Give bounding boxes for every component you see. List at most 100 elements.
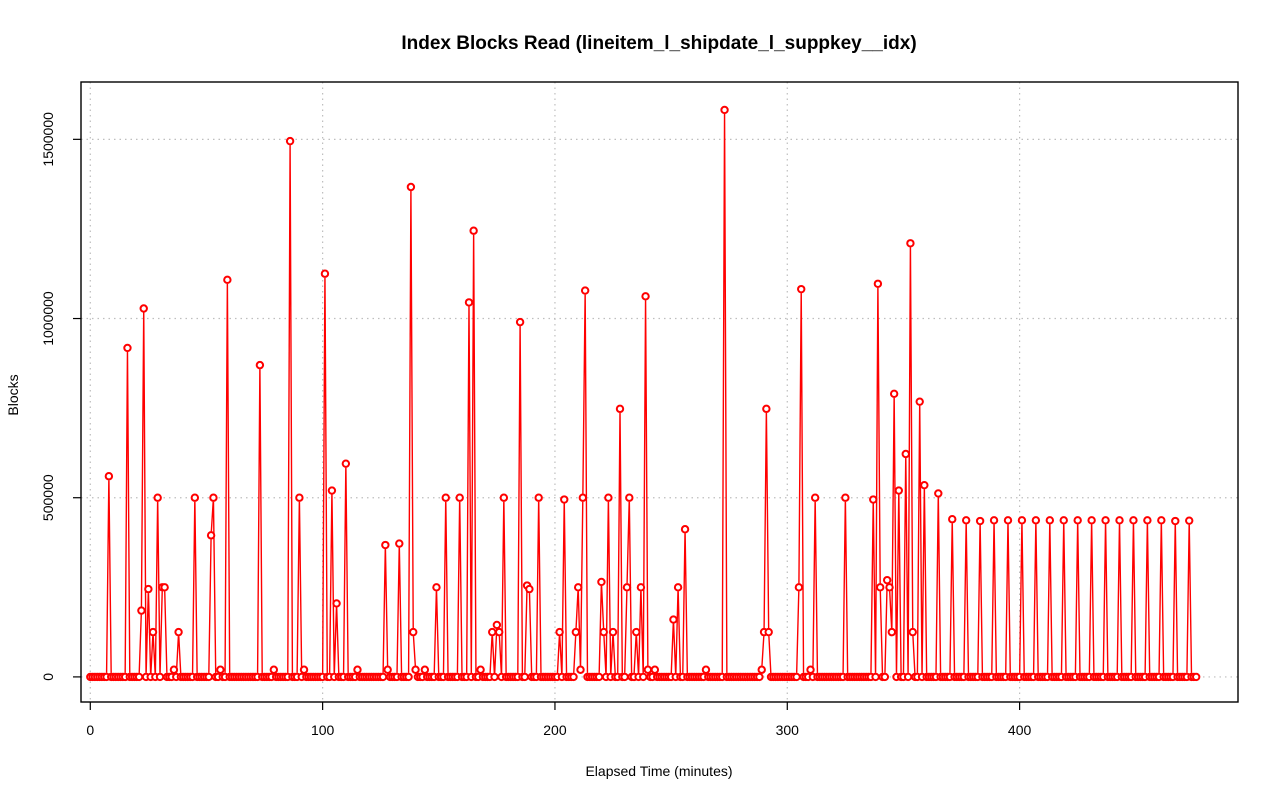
data-point xyxy=(599,627,608,637)
data-point xyxy=(757,665,766,674)
data-point xyxy=(525,584,534,594)
series-points xyxy=(86,105,1201,682)
data-point xyxy=(571,627,581,637)
data-point xyxy=(432,583,441,592)
data-point xyxy=(153,493,162,502)
data-point xyxy=(903,672,913,682)
data-point xyxy=(920,480,929,490)
data-point xyxy=(882,575,892,585)
data-point xyxy=(494,627,504,637)
data-point xyxy=(639,672,648,682)
data-point xyxy=(764,627,773,637)
data-point xyxy=(295,493,304,502)
data-point xyxy=(810,493,820,502)
data-point xyxy=(906,239,915,248)
y-tick-label: 1000000 xyxy=(40,291,56,346)
data-point xyxy=(720,105,729,115)
data-point xyxy=(1073,516,1082,525)
y-tick-label: 0 xyxy=(40,673,56,681)
data-point xyxy=(594,672,604,682)
data-point xyxy=(608,627,618,637)
data-point xyxy=(1017,516,1027,525)
y-axis: 0 500000 1000000 1500000 xyxy=(40,112,81,681)
data-point xyxy=(908,627,917,637)
data-point xyxy=(841,493,850,502)
data-point xyxy=(174,627,183,637)
data-point xyxy=(209,493,218,502)
data-point xyxy=(490,672,499,682)
data-point xyxy=(934,489,943,498)
data-point xyxy=(580,286,590,295)
data-point xyxy=(1157,516,1166,525)
x-tick-label: 400 xyxy=(1008,722,1032,738)
data-point xyxy=(190,493,200,502)
data-point xyxy=(961,516,971,525)
data-point xyxy=(492,620,502,630)
data-point xyxy=(169,665,179,674)
data-point xyxy=(139,304,148,313)
data-point xyxy=(989,516,999,525)
data-point xyxy=(792,672,801,682)
data-point xyxy=(499,493,509,502)
x-tick-label: 200 xyxy=(543,722,567,738)
data-point xyxy=(285,136,295,146)
data-point xyxy=(332,599,341,608)
data-point xyxy=(762,404,771,414)
data-point xyxy=(620,672,629,682)
data-point xyxy=(797,284,806,294)
data-point xyxy=(871,672,880,682)
x-tick-label: 100 xyxy=(311,722,335,738)
data-point xyxy=(701,665,711,674)
data-point xyxy=(901,449,910,459)
data-point xyxy=(464,298,474,307)
data-point xyxy=(395,539,404,548)
data-point xyxy=(555,627,564,637)
data-point xyxy=(104,472,114,481)
data-point xyxy=(378,672,388,682)
data-point xyxy=(680,525,690,534)
data-point xyxy=(144,584,153,594)
data-point xyxy=(622,583,632,592)
data-point xyxy=(441,493,450,502)
data-point xyxy=(409,627,418,637)
data-point xyxy=(560,495,569,504)
data-point xyxy=(134,672,144,682)
chart-title: Index Blocks Read (lineitem_l_shipdate_l… xyxy=(401,33,916,54)
data-point xyxy=(615,404,625,414)
data-point xyxy=(887,627,897,637)
data-point xyxy=(341,459,351,468)
data-point xyxy=(794,583,804,592)
data-point xyxy=(673,583,683,592)
data-point xyxy=(755,672,764,682)
data-point xyxy=(578,493,588,502)
y-axis-label: Blocks xyxy=(5,374,21,415)
data-point xyxy=(1045,516,1055,525)
data-point xyxy=(476,665,485,674)
data-point xyxy=(569,672,578,682)
data-point xyxy=(1087,516,1096,525)
data-point xyxy=(223,275,232,285)
data-point xyxy=(636,583,646,592)
data-point xyxy=(255,360,265,370)
data-point xyxy=(625,493,634,502)
data-point xyxy=(420,665,430,674)
data-point xyxy=(573,583,583,592)
data-point xyxy=(1191,672,1201,682)
data-point xyxy=(880,672,890,682)
data-point xyxy=(534,493,543,502)
x-axis: 0 100 200 300 400 xyxy=(86,702,1032,738)
data-point xyxy=(469,226,478,235)
data-point xyxy=(643,665,653,674)
data-point xyxy=(216,665,225,674)
data-point xyxy=(160,583,169,592)
data-point xyxy=(515,317,525,327)
data-point xyxy=(520,672,529,682)
data-point xyxy=(148,627,158,637)
data-point xyxy=(650,665,660,674)
x-axis-label: Elapsed Time (minutes) xyxy=(585,763,732,779)
data-point xyxy=(669,615,678,624)
data-point xyxy=(383,665,392,674)
data-point xyxy=(1031,516,1041,525)
x-tick-label: 300 xyxy=(776,722,800,738)
data-point xyxy=(806,665,815,674)
